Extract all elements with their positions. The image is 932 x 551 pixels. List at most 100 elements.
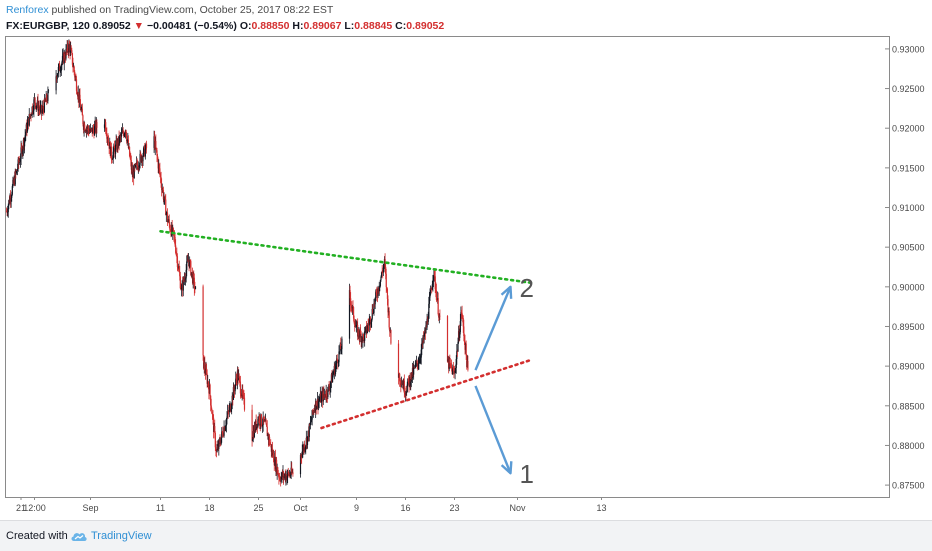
candle-body-up	[189, 260, 191, 268]
open-value: 0.88850	[251, 20, 290, 32]
candle-body-up	[355, 325, 358, 328]
candle-body-up	[280, 476, 282, 482]
candle-body-down	[399, 381, 401, 383]
candle-body-up	[428, 303, 430, 319]
candle-body-up	[426, 318, 428, 328]
candle-body-down	[219, 440, 221, 444]
upper-trendline[interactable]	[159, 230, 533, 285]
candle-body-down	[156, 155, 159, 160]
projection-arrow-2[interactable]	[474, 286, 512, 371]
candle-body-down	[157, 159, 159, 169]
candle-body-up	[119, 136, 121, 144]
candle-body-down	[136, 162, 138, 166]
candle-body-down	[178, 267, 180, 272]
candle-body-up	[372, 312, 375, 314]
candle-body-up	[337, 362, 340, 364]
candle-body-down	[387, 298, 389, 313]
candle-body-down	[64, 53, 66, 59]
candle-body-up	[221, 431, 223, 438]
candle-body-up	[378, 287, 380, 291]
candle-body-up	[338, 351, 341, 353]
candle-body-up	[454, 370, 456, 373]
candle-body-down	[106, 134, 108, 139]
candle-body-up	[11, 194, 13, 198]
y-tick-label: 0.93000	[892, 44, 925, 54]
candle-body-up	[61, 62, 63, 66]
candle-body-down	[465, 343, 467, 356]
candle-body-down	[358, 329, 360, 336]
tradingview-link[interactable]: TradingView	[91, 530, 152, 542]
candle-body-up	[16, 168, 19, 171]
candle-body-up	[359, 330, 361, 338]
candle-body-down	[89, 131, 91, 133]
candle-body-down	[173, 235, 176, 237]
candle-body-down	[222, 432, 224, 436]
candle-body-up	[223, 427, 225, 436]
candle-body-down	[107, 138, 109, 142]
candle-body-up	[299, 454, 302, 475]
candle-body-down	[324, 394, 326, 397]
symbol-label: FX:EURGBP, 120	[6, 20, 90, 32]
candle-body-down	[111, 159, 113, 161]
candle-body-down	[160, 176, 162, 184]
candle-body-down	[337, 360, 339, 364]
publish-info: published on TradingView.com, October 25…	[51, 4, 334, 16]
candle-body-down	[282, 472, 285, 478]
candle-body-down	[138, 167, 140, 169]
candle-body-down	[449, 359, 451, 364]
x-tick-label: 21	[16, 503, 26, 513]
candle-body-down	[42, 106, 44, 109]
price-chart[interactable]: 21 0.930000.925000.920000.915000.910000.…	[0, 0, 932, 520]
candle-body-up	[316, 406, 318, 410]
candle-body-up	[289, 475, 292, 477]
candle-body-down	[313, 411, 315, 413]
candle-body-up	[429, 289, 432, 295]
candle-body-up	[57, 73, 59, 76]
candle-body-down	[353, 318, 355, 323]
y-tick-label: 0.92500	[892, 84, 925, 94]
candle-body-up	[335, 362, 337, 367]
candle-body-up	[120, 133, 123, 137]
chart-frame[interactable]	[5, 36, 890, 498]
candle-body-down	[287, 471, 289, 473]
candle-body-down	[206, 373, 208, 384]
candle-body-up	[36, 105, 38, 106]
candle-body-up	[70, 48, 72, 53]
candle-body-up	[25, 132, 27, 136]
candle-body-down	[434, 276, 436, 290]
candle-body-down	[79, 94, 81, 104]
candle-body-up	[371, 318, 373, 323]
candle-body-up	[186, 261, 188, 270]
candle-body-down	[215, 447, 217, 452]
candle-body-down	[203, 355, 205, 369]
candle-body-down	[360, 333, 362, 343]
candle-body-up	[114, 144, 117, 154]
candle-body-up	[261, 425, 264, 427]
candle-body-down	[169, 223, 171, 230]
candle-body-up	[331, 375, 334, 383]
candle-body-down	[90, 128, 92, 130]
candle-body-up	[216, 449, 218, 452]
candle-body-up	[126, 139, 128, 142]
candle-body-down	[140, 153, 142, 155]
author-name[interactable]: Renforex	[6, 4, 49, 16]
candle-body-up	[368, 320, 370, 326]
publication-header: Renforex published on TradingView.com, O…	[6, 4, 333, 17]
candle-body-up	[139, 153, 141, 165]
candle-body-up	[23, 138, 26, 147]
candle-body-up	[406, 391, 408, 393]
candle-body-down	[453, 372, 456, 374]
candle-body-down	[71, 53, 74, 65]
candle-body-up	[167, 221, 169, 223]
projection-arrow-1[interactable]	[474, 385, 512, 474]
candle-body-down	[243, 395, 245, 398]
high-label: H:	[292, 20, 304, 32]
candle-body-up	[56, 75, 58, 80]
candle-body-up	[18, 161, 20, 163]
candle-body-up	[225, 425, 227, 428]
lower-trendline[interactable]	[320, 358, 533, 430]
tradingview-cloud-icon[interactable]	[70, 529, 88, 543]
candle-body-down	[64, 58, 67, 60]
candle-body-up	[286, 476, 288, 480]
